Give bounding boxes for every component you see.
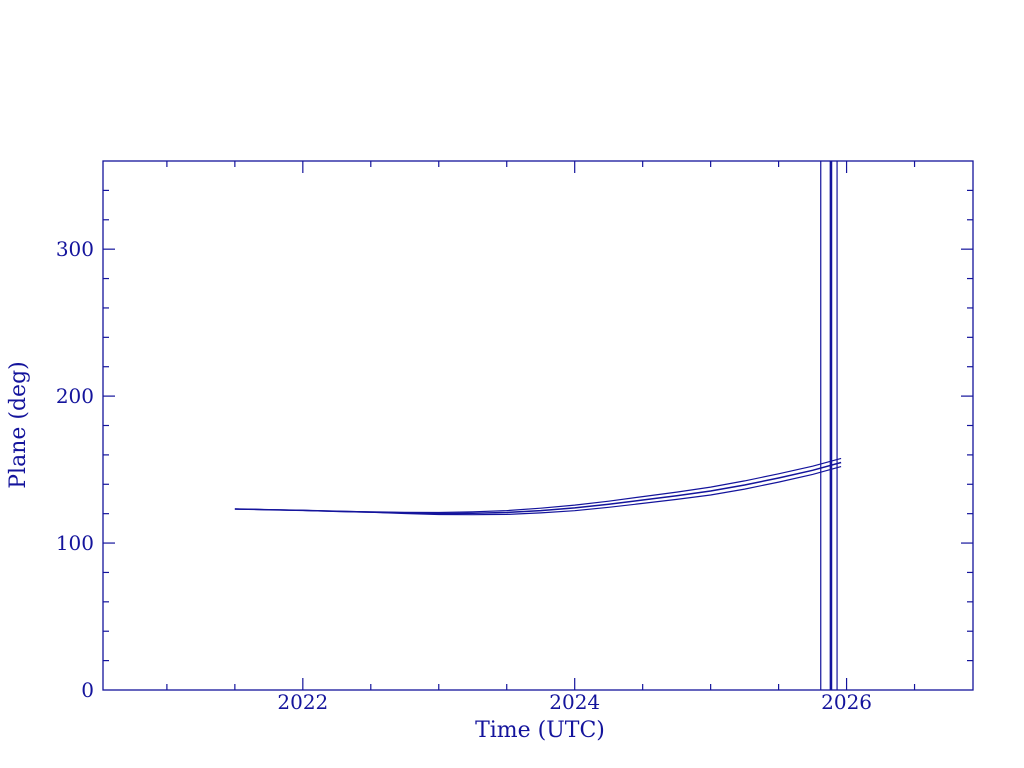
plot-frame	[102, 160, 974, 691]
x-tick-label: 2022	[277, 690, 328, 714]
x-axis-title: Time (UTC)	[475, 718, 605, 743]
upper-uncertainty-curve	[234, 457, 842, 514]
y-tick-label: 200	[56, 384, 94, 408]
lower-uncertainty-curve	[234, 466, 842, 516]
y-tick-label: 0	[81, 678, 94, 702]
y-tick-label: 100	[56, 531, 94, 555]
y-tick-label: 300	[56, 237, 94, 261]
x-tick-label: 2026	[821, 690, 872, 714]
y-axis-title: Plane (deg)	[6, 361, 31, 489]
x-tick-label: 2024	[549, 690, 600, 714]
